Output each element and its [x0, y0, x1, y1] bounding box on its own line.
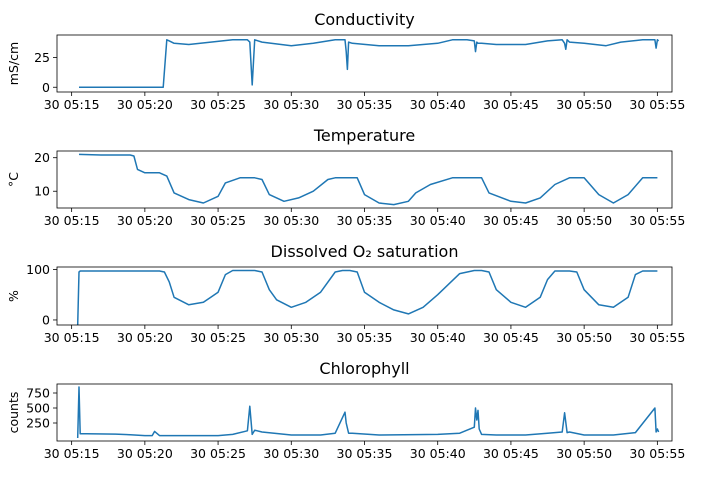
x-tick-label: 30 05:25: [190, 213, 246, 228]
x-tick-label: 30 05:35: [337, 330, 393, 345]
x-tick-label: 30 05:40: [410, 213, 466, 228]
x-tick-label: 30 05:15: [44, 97, 100, 112]
y-tick-label: 100: [26, 262, 50, 277]
x-tick-label: 30 05:25: [190, 446, 246, 461]
x-tick-label: 30 05:20: [117, 330, 173, 345]
subplot-3: Dissolved O₂ saturation 30 05:15 30 05:20 3…: [6, 242, 685, 345]
x-tick-label: 30 05:55: [629, 213, 685, 228]
subplot-2: Temperature 30 05:15 30 05:20 30 05:25 30 05…: [6, 126, 685, 228]
y-tick-label: 20: [34, 150, 50, 165]
subplot-title: Chlorophyll: [319, 359, 409, 378]
series-line-1: [76, 386, 660, 439]
x-tick-label: 30 05:20: [117, 97, 173, 112]
x-tick-label: 30 05:50: [556, 330, 612, 345]
x-tick-label: 30 05:20: [117, 446, 173, 461]
x-tick-label: 30 05:30: [263, 97, 319, 112]
axes-frame: [56, 383, 673, 442]
y-axis-label: mS/cm: [6, 42, 21, 85]
series-line-1: [78, 153, 658, 206]
x-tick-label: 30 05:40: [410, 97, 466, 112]
x-tick-label: 30 05:30: [263, 213, 319, 228]
x-tick-label: 30 05:45: [483, 330, 539, 345]
x-tick-label: 30 05:25: [190, 330, 246, 345]
subplot-title: Temperature: [313, 126, 415, 145]
y-axis-label: %: [6, 290, 21, 302]
y-tick-label: 500: [26, 401, 50, 416]
y-axis-label: counts: [6, 392, 21, 434]
x-tick-label: 30 05:40: [410, 446, 466, 461]
axes-frame: [56, 266, 673, 326]
subplot-title: Dissolved O₂ saturation: [271, 242, 459, 261]
x-tick-label: 30 05:45: [483, 97, 539, 112]
subplot-4: Chlorophyll 30 05:15 30 05:20 30 05:25 30 05…: [6, 359, 685, 461]
x-tick-label: 30 05:30: [263, 446, 319, 461]
subplot-1: Conductivity 30 05:15 30 05:20 30 05:25 30 0…: [6, 10, 685, 112]
x-tick-label: 30 05:15: [44, 330, 100, 345]
x-tick-label: 30 05:50: [556, 97, 612, 112]
y-tick-label: 750: [26, 386, 50, 401]
x-tick-label: 30 05:50: [556, 446, 612, 461]
y-tick-label: 10: [34, 184, 50, 199]
x-tick-label: 30 05:55: [629, 97, 685, 112]
x-tick-label: 30 05:35: [337, 97, 393, 112]
x-tick-label: 30 05:20: [117, 213, 173, 228]
x-tick-label: 30 05:55: [629, 446, 685, 461]
series-line-1: [76, 269, 658, 326]
x-tick-label: 30 05:35: [337, 213, 393, 228]
subplot-title: Conductivity: [314, 10, 415, 29]
x-tick-label: 30 05:35: [337, 446, 393, 461]
x-tick-label: 30 05:45: [483, 446, 539, 461]
x-tick-label: 30 05:30: [263, 330, 319, 345]
x-tick-label: 30 05:15: [44, 213, 100, 228]
series-line-1: [79, 39, 660, 89]
y-tick-label: 250: [26, 416, 50, 431]
x-tick-label: 30 05:50: [556, 213, 612, 228]
y-tick-label: 0: [42, 80, 50, 95]
y-tick-label: 0: [42, 312, 50, 327]
axes-frame: [56, 150, 673, 209]
y-tick-label: 25: [34, 50, 50, 65]
x-tick-label: 30 05:15: [44, 446, 100, 461]
x-tick-label: 30 05:25: [190, 97, 246, 112]
x-tick-label: 30 05:45: [483, 213, 539, 228]
x-tick-label: 30 05:40: [410, 330, 466, 345]
y-axis-label: °C: [6, 172, 21, 187]
x-tick-label: 30 05:55: [629, 330, 685, 345]
